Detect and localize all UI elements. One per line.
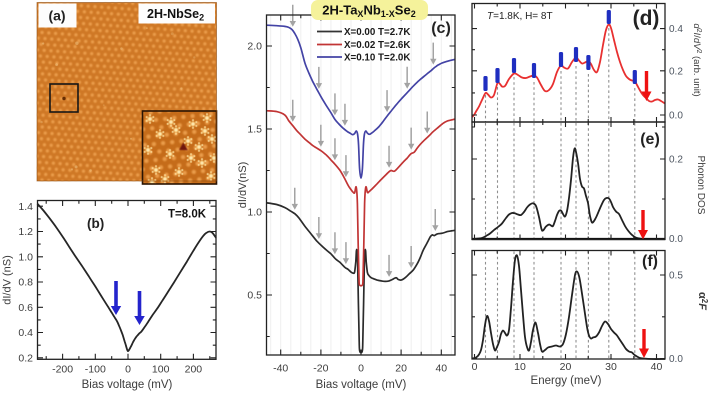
svg-text:(c): (c)	[431, 20, 451, 37]
svg-text:(d): (d)	[633, 7, 660, 30]
svg-text:40: 40	[435, 363, 447, 375]
svg-text:1.4: 1.4	[18, 201, 33, 213]
svg-text:d2I/dV2 (arb. unit): d2I/dV2 (arb. unit)	[691, 23, 702, 96]
svg-text:0.4: 0.4	[669, 24, 683, 35]
svg-text:dI/dV(nS): dI/dV(nS)	[237, 162, 249, 208]
svg-text:-200: -200	[52, 364, 73, 376]
svg-text:(e): (e)	[640, 131, 660, 148]
svg-text:0.5: 0.5	[669, 271, 683, 282]
svg-text:30: 30	[605, 361, 617, 373]
svg-text:Energy (meV): Energy (meV)	[531, 375, 602, 387]
svg-text:Bias voltage (mV): Bias voltage (mV)	[82, 379, 173, 391]
svg-text:Phonon DOS: Phonon DOS	[695, 156, 706, 215]
svg-text:2H-TaXNb1-XSe2: 2H-TaXNb1-XSe2	[322, 3, 415, 20]
svg-text:(f): (f)	[642, 253, 658, 270]
svg-text:-100: -100	[85, 364, 106, 376]
svg-text:20: 20	[395, 363, 407, 375]
svg-text:1.0: 1.0	[18, 251, 33, 263]
svg-text:0.6: 0.6	[18, 302, 33, 314]
svg-text:20: 20	[560, 361, 572, 373]
svg-text:(a): (a)	[48, 8, 65, 24]
svg-text:T=1.8K, H= 8T: T=1.8K, H= 8T	[487, 11, 553, 22]
svg-text:0.0: 0.0	[669, 111, 683, 122]
svg-text:40: 40	[651, 361, 663, 373]
svg-text:0.0: 0.0	[669, 234, 683, 245]
svg-text:0.5: 0.5	[247, 290, 262, 302]
svg-text:T=8.0K: T=8.0K	[168, 209, 207, 221]
svg-text:Bias voltage (mV): Bias voltage (mV)	[316, 379, 407, 391]
svg-text:1.0: 1.0	[247, 207, 262, 219]
svg-text:α2F: α2F	[696, 292, 709, 310]
svg-text:200: 200	[185, 364, 203, 376]
svg-text:100: 100	[152, 364, 170, 376]
svg-text:X=0.00 T=2.7K: X=0.00 T=2.7K	[344, 27, 410, 38]
svg-text:0: 0	[472, 361, 478, 373]
svg-text:1.2: 1.2	[18, 226, 33, 238]
svg-text:2.0: 2.0	[247, 41, 262, 53]
svg-text:0.0: 0.0	[669, 354, 683, 365]
svg-text:0: 0	[358, 363, 364, 375]
svg-text:-20: -20	[313, 363, 328, 375]
svg-text:2H-NbSe2: 2H-NbSe2	[147, 7, 204, 23]
svg-text:-40: -40	[273, 363, 288, 375]
svg-text:1.5: 1.5	[247, 124, 262, 136]
svg-text:0: 0	[125, 364, 131, 376]
svg-text:dI/dV (nS): dI/dV (nS)	[2, 255, 14, 305]
svg-text:0.2: 0.2	[669, 66, 683, 77]
svg-text:X=0.10 T=2.0K: X=0.10 T=2.0K	[344, 53, 410, 64]
svg-text:0.2: 0.2	[18, 352, 33, 364]
svg-text:0.2: 0.2	[669, 155, 683, 166]
svg-text:0.8: 0.8	[18, 277, 33, 289]
svg-text:(b): (b)	[87, 216, 104, 231]
svg-text:10: 10	[514, 361, 526, 373]
svg-text:0.4: 0.4	[18, 327, 33, 339]
svg-text:X=0.02 T=2.6K: X=0.02 T=2.6K	[344, 40, 410, 51]
